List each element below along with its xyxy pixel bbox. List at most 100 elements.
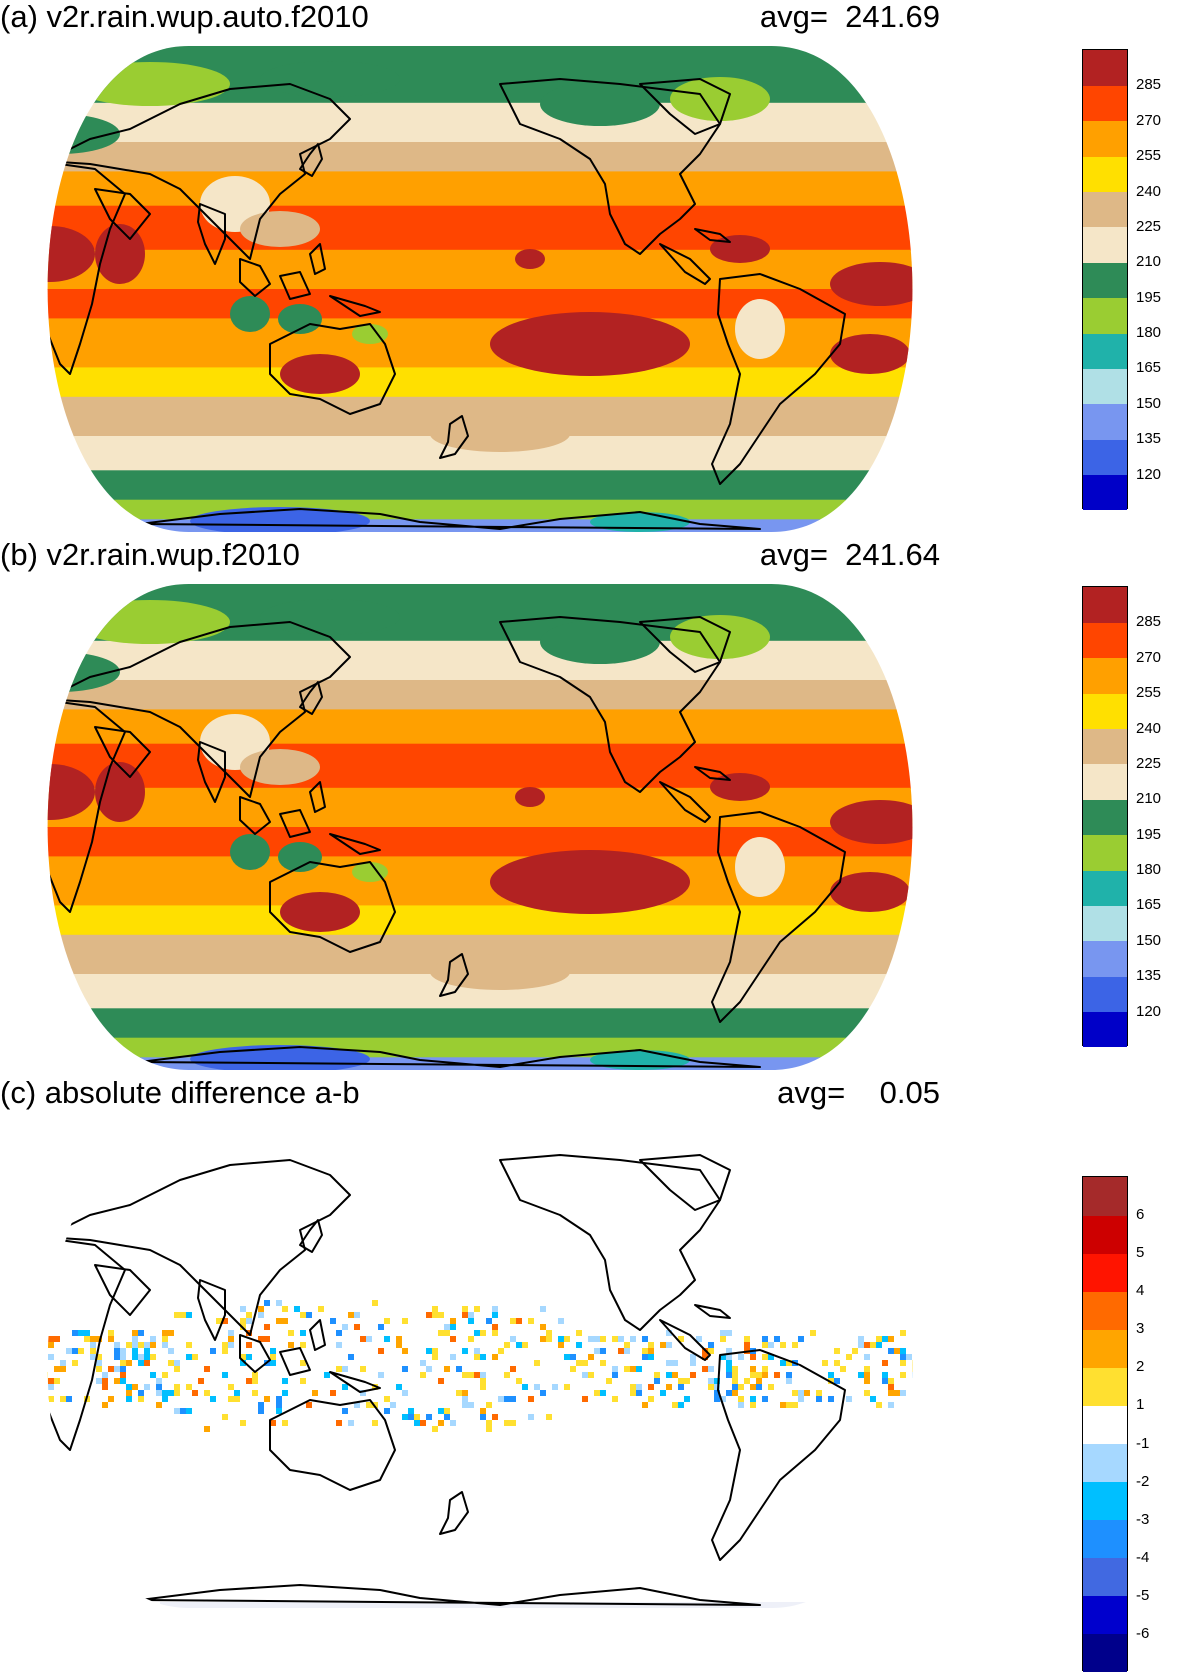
difference-cell [168, 1348, 174, 1354]
field-region [352, 862, 388, 882]
difference-cell [246, 1318, 252, 1324]
difference-cell [636, 1366, 642, 1372]
difference-cell [504, 1396, 510, 1402]
difference-cell [486, 1402, 492, 1408]
colorbar-tick-label: 165 [1136, 359, 1162, 377]
difference-cell [822, 1360, 828, 1366]
difference-cell [168, 1330, 174, 1336]
difference-cell [402, 1414, 408, 1420]
difference-cell [726, 1372, 732, 1378]
field-band [47, 680, 913, 711]
difference-cell [774, 1336, 780, 1342]
difference-cell [240, 1306, 246, 1312]
difference-cell [222, 1318, 228, 1324]
difference-cell [174, 1390, 180, 1396]
colorbar-tick-label: 135 [1136, 430, 1162, 448]
colorbar-tick-label: -4 [1136, 1548, 1150, 1566]
coastline [239, 1334, 271, 1373]
field-region [490, 312, 690, 376]
field-region [735, 837, 785, 897]
difference-cell [780, 1360, 786, 1366]
difference-cell [936, 1354, 942, 1360]
difference-cell [912, 1366, 913, 1372]
difference-cell [816, 1390, 822, 1396]
coastlines [47, 1154, 846, 1606]
difference-cell [204, 1426, 210, 1432]
field-band [47, 1008, 913, 1039]
difference-cell [864, 1390, 870, 1396]
difference-cell [258, 1312, 264, 1318]
difference-cell [942, 1384, 948, 1390]
difference-cell [750, 1354, 756, 1360]
difference-cell [120, 1354, 126, 1360]
difference-cell [750, 1396, 756, 1402]
difference-cell [222, 1372, 228, 1378]
coastline [711, 811, 846, 1023]
colorbar-swatch [1083, 403, 1127, 440]
field-region [278, 304, 322, 334]
difference-cell [30, 1402, 36, 1408]
difference-cell [528, 1318, 534, 1324]
difference-cell [360, 1366, 366, 1372]
difference-cell [252, 1390, 258, 1396]
colorbar-tick-label: 195 [1136, 825, 1162, 843]
difference-cell [918, 1396, 924, 1402]
difference-cell [624, 1348, 630, 1354]
difference-cell [47, 1378, 48, 1384]
difference-cell [354, 1312, 360, 1318]
difference-cell [282, 1306, 288, 1312]
difference-cell [360, 1336, 366, 1342]
difference-cell [564, 1354, 570, 1360]
coastline [47, 83, 351, 260]
difference-cell [306, 1402, 312, 1408]
difference-cell [138, 1354, 144, 1360]
difference-cell [348, 1312, 354, 1318]
difference-cell [660, 1390, 666, 1396]
difference-cell [918, 1396, 924, 1402]
difference-cell [402, 1390, 408, 1396]
difference-cell [510, 1396, 516, 1402]
difference-cell [912, 1360, 913, 1366]
colorbar-swatch [1083, 1253, 1127, 1292]
colorbar-swatch [1083, 905, 1127, 942]
difference-cell [354, 1402, 360, 1408]
colorbar-tick-label: 2 [1136, 1358, 1145, 1376]
difference-cell [186, 1342, 192, 1348]
field-region [830, 872, 910, 912]
coastline [439, 1491, 469, 1535]
difference-cell [234, 1390, 240, 1396]
coastline [279, 809, 311, 838]
difference-cell [240, 1420, 246, 1426]
difference-cell [918, 1390, 924, 1396]
difference-cell [198, 1378, 204, 1384]
difference-cell [888, 1336, 894, 1342]
coastline [299, 681, 323, 715]
difference-cell [342, 1366, 348, 1372]
difference-cell [492, 1330, 498, 1336]
difference-cell [270, 1360, 276, 1366]
difference-cell [504, 1420, 510, 1426]
difference-cell [426, 1348, 432, 1354]
difference-cell [282, 1420, 288, 1426]
difference-cell [486, 1420, 492, 1426]
difference-cell [120, 1360, 126, 1366]
field-region [240, 749, 320, 785]
difference-cell [738, 1384, 744, 1390]
difference-cell [876, 1336, 882, 1342]
difference-cell [414, 1420, 420, 1426]
difference-cell [480, 1414, 486, 1420]
colorbar-tick-label: 120 [1136, 1002, 1162, 1020]
coastline [639, 78, 731, 135]
difference-cell [156, 1402, 162, 1408]
field-band [47, 743, 913, 789]
difference-cell [756, 1378, 762, 1384]
colorbar-swatch [1083, 156, 1127, 193]
colorbar-tick-label: 270 [1136, 648, 1162, 666]
coastline [94, 726, 151, 778]
difference-cell [48, 1354, 54, 1360]
coastline [139, 1046, 761, 1068]
difference-cell [144, 1348, 150, 1354]
field-region [710, 773, 770, 801]
coastline [197, 203, 226, 265]
difference-cell [750, 1372, 756, 1378]
